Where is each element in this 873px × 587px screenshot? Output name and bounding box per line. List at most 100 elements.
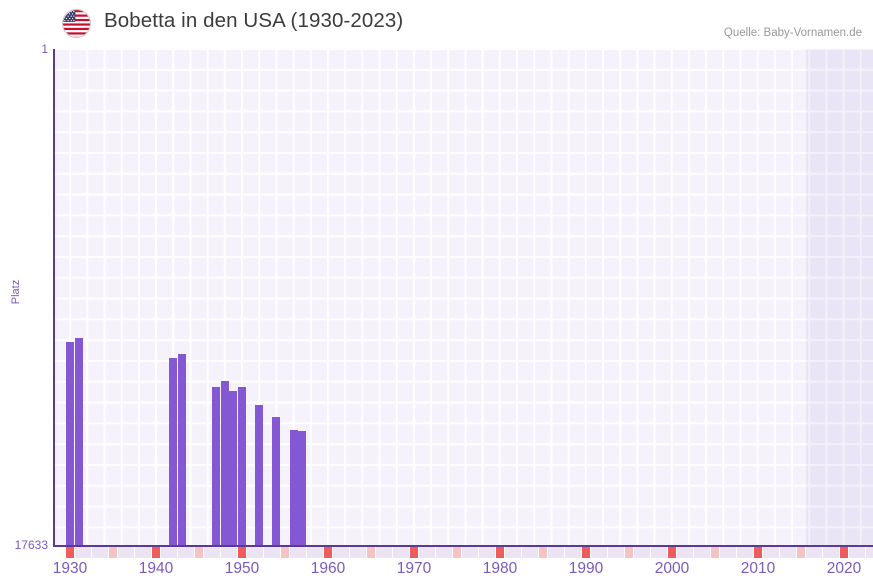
- marker-half-decade-1995: [625, 547, 633, 558]
- marker-half-decade-2015: [797, 547, 805, 558]
- marker-faint-1957: [298, 547, 307, 558]
- marker-faint-2006: [719, 547, 728, 558]
- chart-header: Bobetta in den USA (1930-2023) Quelle: B…: [0, 0, 873, 46]
- marker-faint-1964: [358, 547, 367, 558]
- marker-faint-1983: [521, 547, 530, 558]
- marker-faint-1946: [203, 547, 212, 558]
- marker-faint-1958: [306, 547, 315, 558]
- marker-decade-1970: [410, 547, 418, 558]
- y-axis-title: Platz: [10, 279, 22, 305]
- marker-faint-1932: [83, 547, 92, 558]
- bar-1952[interactable]: [255, 404, 264, 546]
- marker-faint-2022: [857, 547, 866, 558]
- us-flag-icon: [62, 9, 91, 38]
- marker-decade-2010: [754, 547, 762, 558]
- marker-faint-1977: [470, 547, 479, 558]
- marker-faint-1941: [160, 547, 169, 558]
- bar-1943[interactable]: [177, 354, 186, 546]
- grid-lines: [53, 49, 873, 546]
- marker-faint-1938: [134, 547, 143, 558]
- bar-1942[interactable]: [169, 357, 178, 546]
- marker-faint-2009: [745, 547, 754, 558]
- bar-1931[interactable]: [74, 337, 83, 546]
- marker-faint-1976: [461, 547, 470, 558]
- y-axis-line: [53, 49, 55, 546]
- marker-faint-1954: [272, 547, 281, 558]
- marker-half-decade-1975: [453, 547, 461, 558]
- bar-1950[interactable]: [238, 386, 246, 546]
- marker-faint-1992: [599, 547, 608, 558]
- bar-1930[interactable]: [66, 342, 74, 546]
- bar-1949[interactable]: [229, 390, 238, 546]
- source-label: Quelle: Baby-Vornamen.de: [723, 27, 862, 39]
- marker-faint-1999: [659, 547, 668, 558]
- marker-faint-1993: [607, 547, 616, 558]
- marker-faint-1937: [126, 547, 135, 558]
- bar-1954[interactable]: [272, 417, 281, 546]
- marker-faint-1998: [650, 547, 659, 558]
- marker-faint-1933: [91, 547, 100, 558]
- marker-faint-1939: [143, 547, 152, 558]
- marker-decade-1990: [582, 547, 590, 558]
- x-tick-1990: 1990: [568, 560, 604, 577]
- marker-faint-2004: [702, 547, 711, 558]
- bar-1957[interactable]: [298, 431, 307, 546]
- marker-faint-1989: [573, 547, 582, 558]
- marker-decade-1960: [324, 547, 332, 558]
- bar-1948[interactable]: [220, 380, 229, 546]
- marker-faint-2007: [728, 547, 737, 558]
- marker-faint-1936: [117, 547, 126, 558]
- marker-faint-1934: [100, 547, 109, 558]
- plot-area: [53, 49, 873, 546]
- marker-faint-2002: [685, 547, 694, 558]
- marker-faint-1953: [263, 547, 272, 558]
- marker-faint-1978: [478, 547, 487, 558]
- marker-half-decade-2005: [711, 547, 719, 558]
- marker-faint-1996: [633, 547, 642, 558]
- marker-faint-1963: [349, 547, 358, 558]
- marker-decade-1980: [496, 547, 504, 558]
- marker-faint-2013: [779, 547, 788, 558]
- marker-faint-1967: [384, 547, 393, 558]
- x-axis-line: [53, 545, 873, 547]
- y-tick-top: 1: [41, 42, 48, 56]
- x-tick-2010: 2010: [740, 560, 776, 577]
- x-tick-1970: 1970: [396, 560, 432, 577]
- marker-half-decade-1965: [367, 547, 375, 558]
- marker-faint-1947: [212, 547, 221, 558]
- x-tick-1980: 1980: [482, 560, 518, 577]
- marker-faint-2019: [831, 547, 840, 558]
- marker-decade-2000: [668, 547, 676, 558]
- marker-faint-1942: [169, 547, 178, 558]
- marker-faint-2012: [771, 547, 780, 558]
- marker-faint-2001: [676, 547, 685, 558]
- marker-faint-1997: [642, 547, 651, 558]
- marker-faint-2017: [814, 547, 823, 558]
- marker-faint-1974: [444, 547, 453, 558]
- marker-faint-2008: [736, 547, 745, 558]
- marker-faint-1987: [556, 547, 565, 558]
- marker-decade-1930: [66, 547, 74, 558]
- x-tick-1930: 1930: [52, 560, 88, 577]
- x-tick-2000: 2000: [654, 560, 690, 577]
- projection-shade-band: [806, 49, 873, 546]
- marker-faint-1971: [418, 547, 427, 558]
- marker-faint-2003: [693, 547, 702, 558]
- bar-1947[interactable]: [212, 386, 221, 546]
- marker-faint-1966: [375, 547, 384, 558]
- marker-faint-1943: [177, 547, 186, 558]
- marker-faint-1969: [401, 547, 410, 558]
- bar-1956[interactable]: [289, 429, 298, 546]
- marker-faint-1952: [255, 547, 264, 558]
- marker-faint-1988: [564, 547, 573, 558]
- x-tick-1940: 1940: [138, 560, 174, 577]
- marker-faint-1948: [220, 547, 229, 558]
- marker-faint-2011: [762, 547, 771, 558]
- marker-faint-1986: [547, 547, 556, 558]
- marker-faint-2018: [822, 547, 831, 558]
- x-tick-1960: 1960: [310, 560, 346, 577]
- marker-faint-1968: [392, 547, 401, 558]
- marker-faint-1991: [590, 547, 599, 558]
- marker-faint-1979: [487, 547, 496, 558]
- marker-faint-1982: [513, 547, 522, 558]
